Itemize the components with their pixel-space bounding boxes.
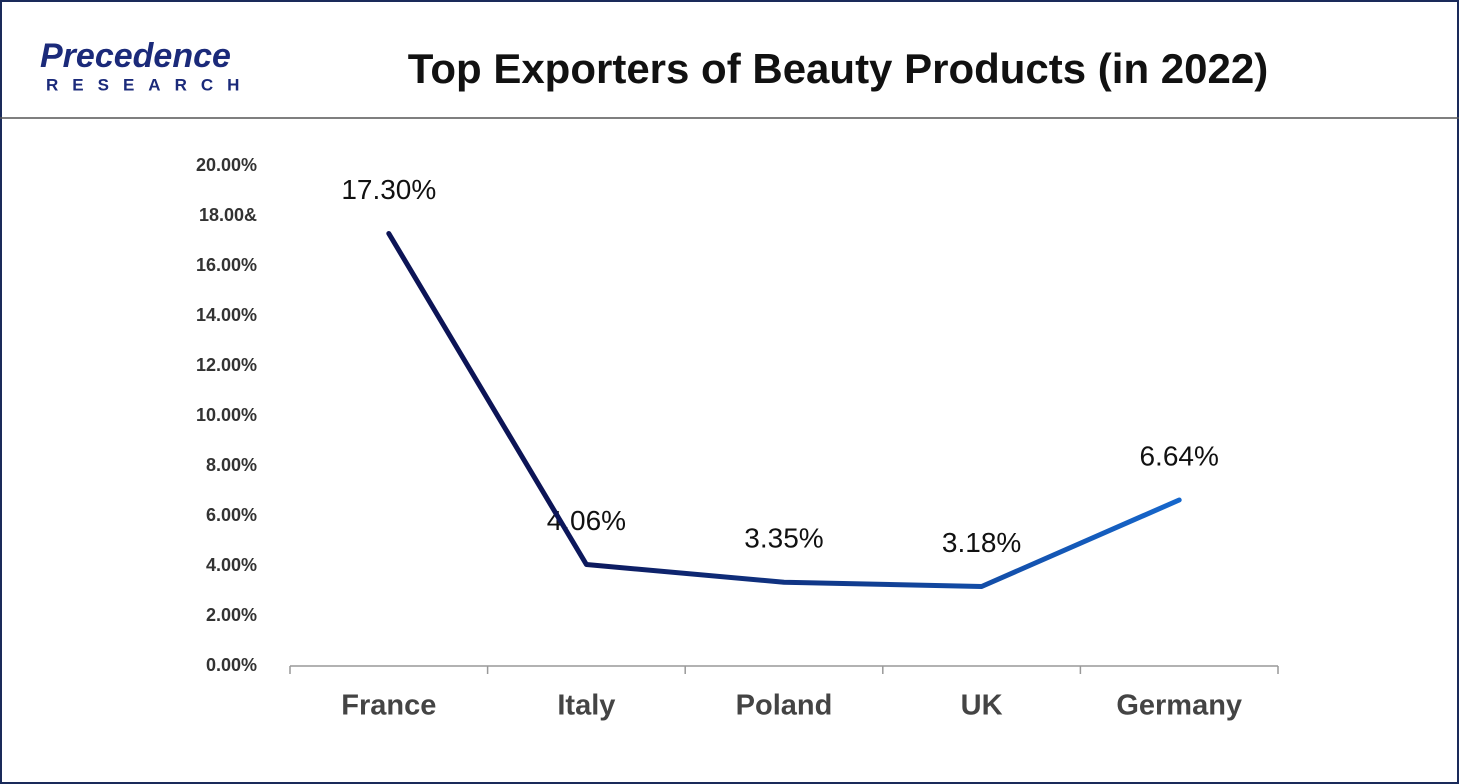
logo-sub: RESEARCH xyxy=(46,75,253,94)
y-tick-label: 16.00% xyxy=(196,255,257,275)
data-label: 3.18% xyxy=(942,527,1021,558)
data-label: 6.64% xyxy=(1139,440,1218,471)
x-tick-label: Italy xyxy=(557,690,615,722)
chart-title: Top Exporters of Beauty Products (in 202… xyxy=(408,45,1268,92)
x-tick-label: Poland xyxy=(736,690,833,722)
y-tick-label: 2.00% xyxy=(206,605,257,625)
data-label: 3.35% xyxy=(744,523,823,554)
y-tick-label: 6.00% xyxy=(206,505,257,525)
y-tick-label: 20.00% xyxy=(196,155,257,175)
x-tick-label: UK xyxy=(961,690,1003,722)
y-tick-label: 8.00% xyxy=(206,455,257,475)
line xyxy=(386,231,1182,589)
y-tick-label: 10.00% xyxy=(196,405,257,425)
data-label: 17.30% xyxy=(341,174,436,205)
y-tick-label: 18.00& xyxy=(199,205,257,225)
x-tick-label: France xyxy=(341,690,436,722)
y-tick-label: 0.00% xyxy=(206,655,257,675)
y-tick-label: 4.00% xyxy=(206,555,257,575)
x-tick-label: Germany xyxy=(1116,690,1242,722)
y-tick-label: 14.00% xyxy=(196,305,257,325)
y-tick-label: 12.00% xyxy=(196,355,257,375)
logo-name: Precedence xyxy=(40,37,231,75)
